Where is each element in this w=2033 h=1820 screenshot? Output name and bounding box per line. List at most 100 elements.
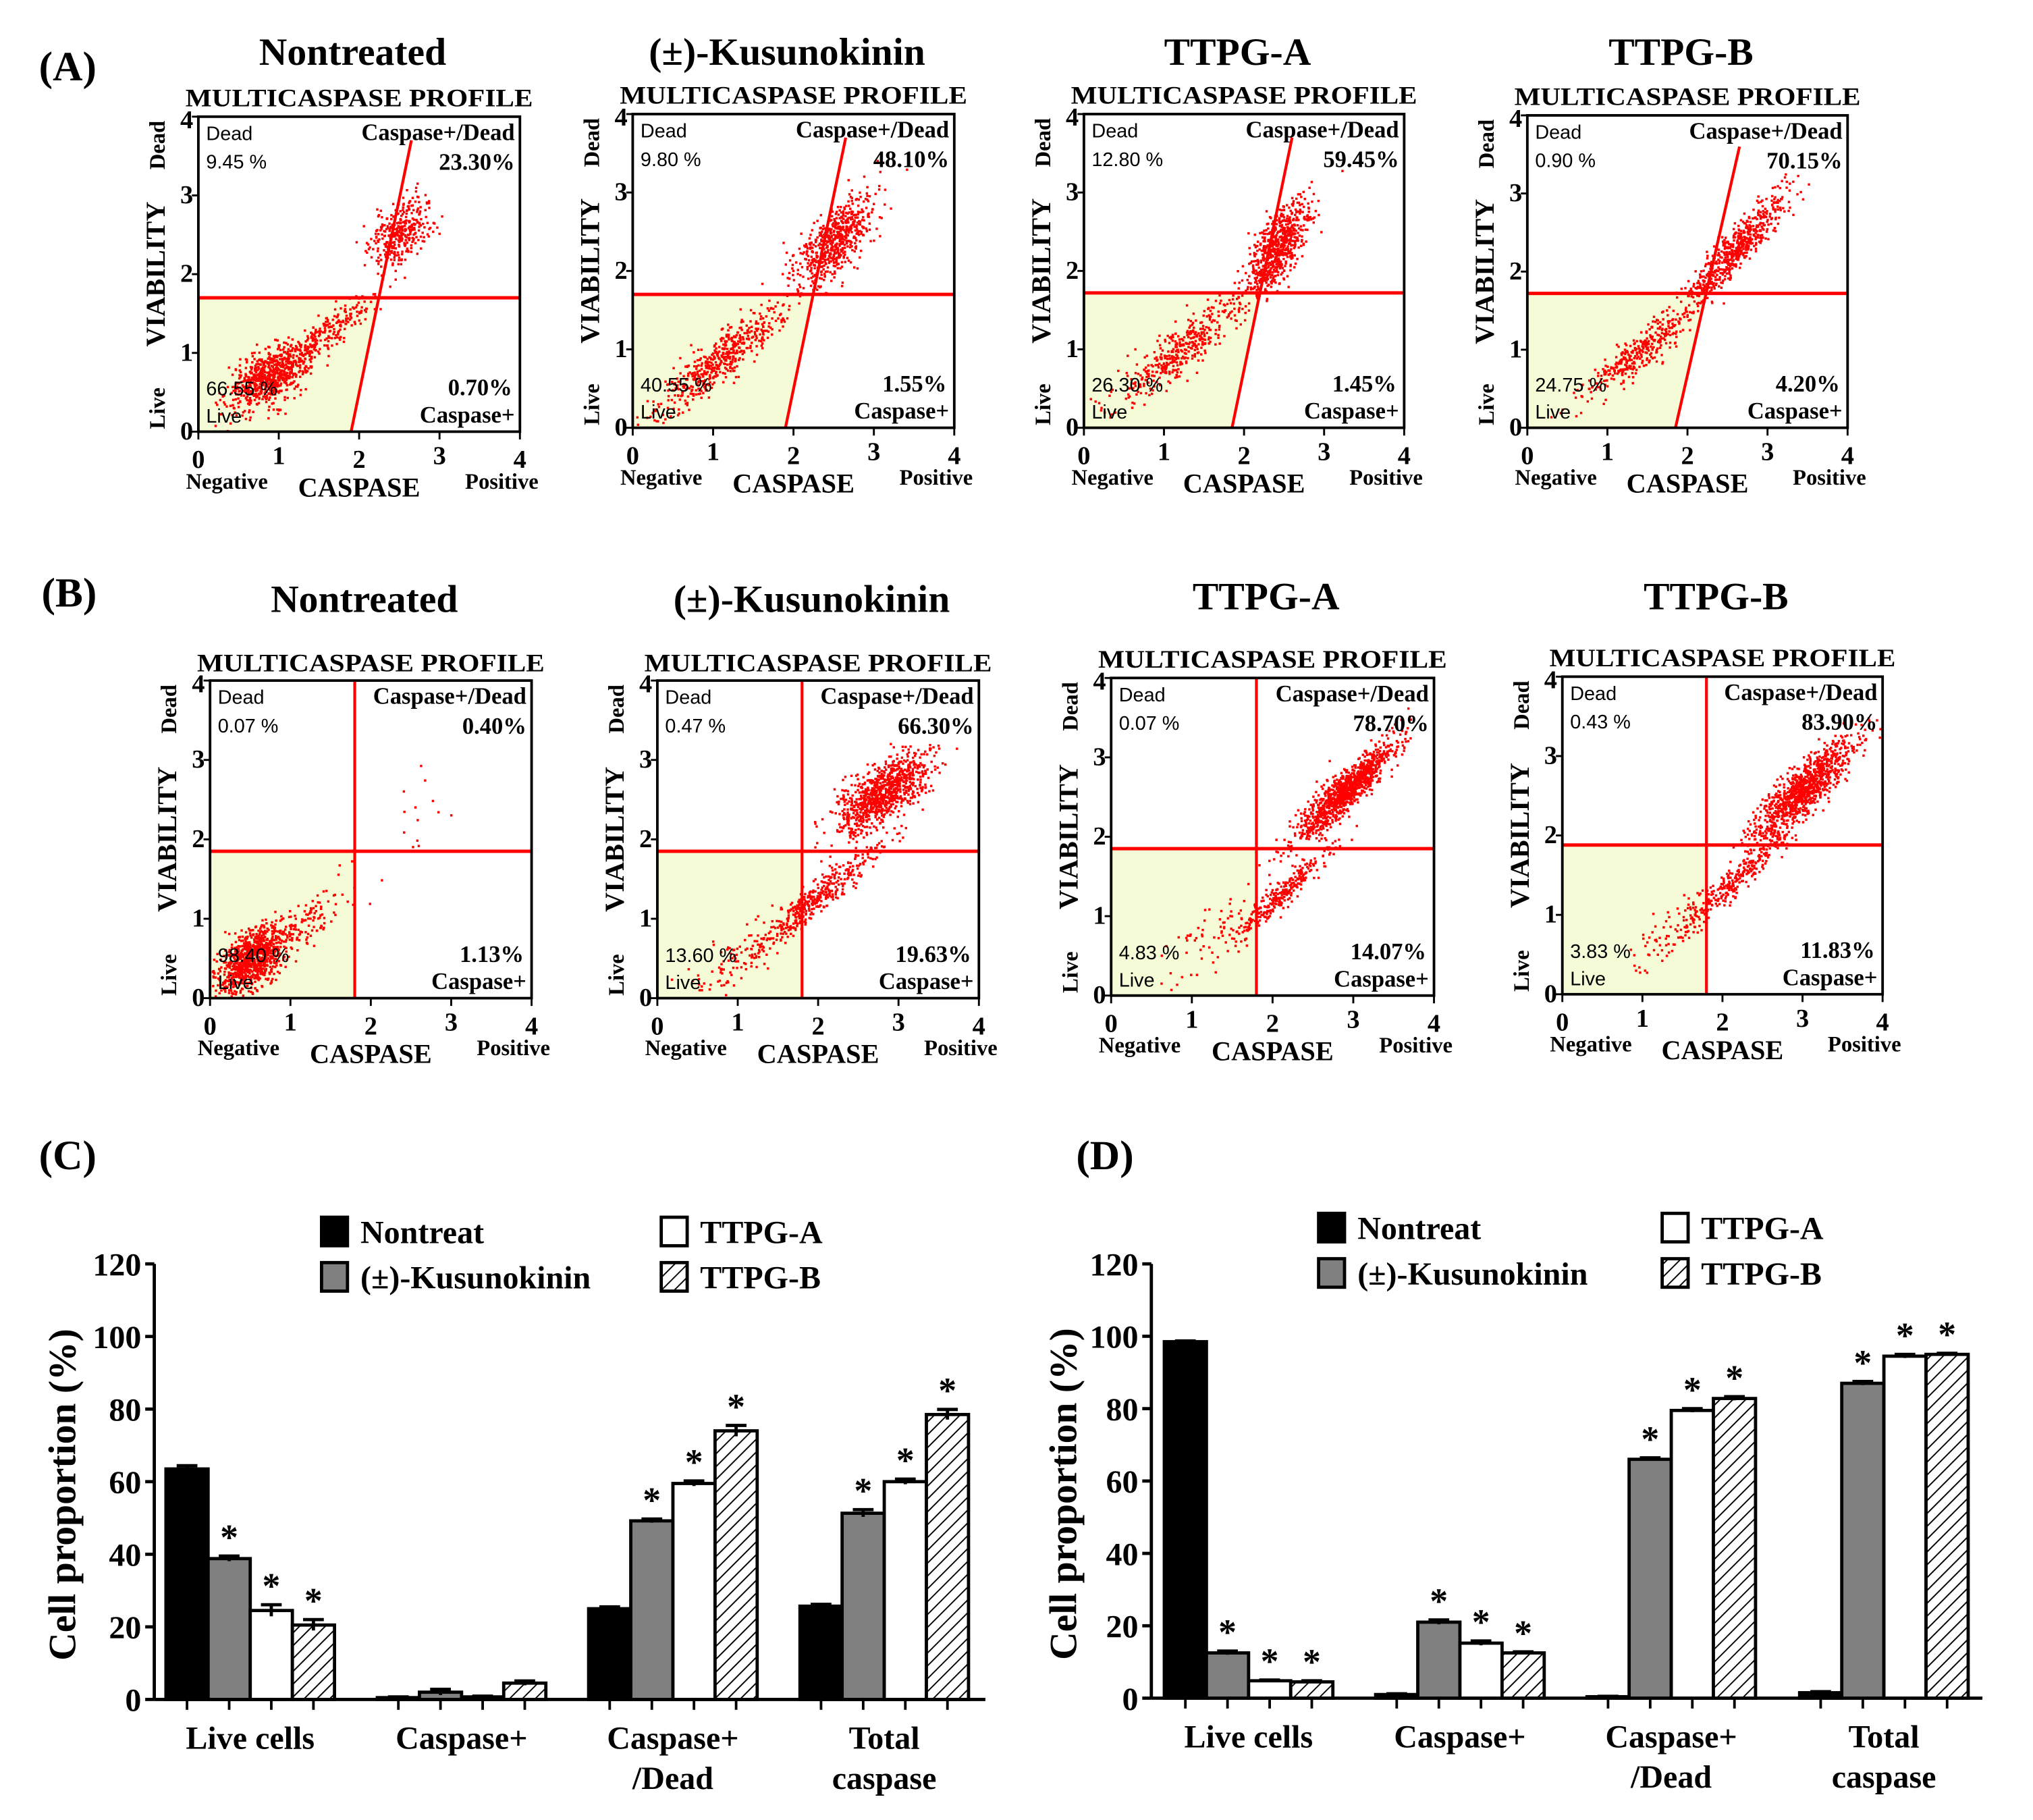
scatter-point (1763, 223, 1766, 227)
scatter-point (1262, 247, 1265, 250)
scatter-point (227, 366, 230, 369)
scatter-point (766, 336, 769, 340)
scatter-point (681, 391, 684, 394)
scatter-point (269, 965, 272, 969)
scatter-point (1622, 368, 1625, 371)
scatter-point (1247, 232, 1250, 235)
scatter-point (1729, 252, 1732, 256)
scatter-point (857, 213, 859, 216)
scatter-point (1628, 354, 1631, 357)
scatter-point (823, 264, 825, 267)
scatter-point (867, 200, 870, 203)
scatter-point (1731, 259, 1734, 263)
scatter-point (1294, 213, 1297, 217)
scatter-point (254, 948, 257, 952)
y-tick-label: 0 (1066, 413, 1079, 441)
scatter-point (859, 220, 862, 223)
scatter-point (410, 246, 413, 250)
scatter-point (1774, 210, 1777, 213)
scatter-point (1286, 252, 1289, 255)
scatter-point (331, 318, 335, 321)
scatter-point (349, 315, 352, 318)
scatter-point (246, 358, 248, 361)
scatter-point (317, 334, 321, 338)
scatter-point (374, 232, 377, 236)
scatter-point (1249, 286, 1253, 289)
scatter-point (311, 332, 314, 336)
quadrant-dead-value: 9.45 % (206, 152, 267, 173)
scatter-point (1205, 331, 1208, 335)
scatter-point (244, 373, 247, 375)
scatter-point (1297, 227, 1301, 230)
y-tick-label: 1 (1509, 336, 1522, 364)
scatter-point (751, 342, 753, 344)
scatter-point (1254, 278, 1257, 281)
scatter-point (1270, 273, 1272, 276)
quadrant-dead-label: Dead (1535, 122, 1581, 143)
scatter-point (755, 345, 758, 348)
scatter-point (700, 373, 703, 376)
scatter-point (1189, 330, 1192, 333)
scatter-point (823, 260, 826, 263)
scatter-point (1651, 357, 1654, 360)
scatter-point (1257, 279, 1261, 282)
scatter-point (280, 369, 283, 372)
scatter-point (1684, 309, 1687, 311)
scatter-point (274, 397, 277, 400)
scatter-point (304, 340, 307, 343)
scatter-point (1161, 349, 1164, 352)
scatter-point (300, 352, 303, 354)
scatter-point (288, 377, 290, 380)
scatter-point (1269, 271, 1272, 274)
scatter-point (1217, 315, 1220, 317)
scatter-point (1581, 383, 1584, 386)
scatter-point (404, 234, 407, 237)
scatter-point (246, 395, 249, 398)
scatter-point (409, 230, 412, 233)
scatter-point (865, 227, 867, 230)
scatter-point (845, 211, 848, 215)
scatter-point (1279, 265, 1282, 268)
scatter-point (799, 262, 802, 265)
scatter-point (1271, 254, 1274, 257)
scatter-point (1165, 361, 1168, 365)
scatter-point (865, 230, 869, 233)
scatter-point (373, 240, 376, 242)
scatter-point (1756, 199, 1759, 203)
scatter-point (1736, 252, 1739, 255)
scatter-point (1264, 279, 1266, 282)
scatter-point (335, 316, 338, 319)
scatter-point (835, 257, 838, 260)
scatter-point (1777, 208, 1780, 211)
scatter-point (1726, 267, 1729, 270)
scatter-point (1290, 235, 1293, 238)
scatter-point (1276, 260, 1279, 263)
scatter-point (265, 400, 268, 404)
scatter-point (1282, 257, 1285, 261)
y-axis-dead-label: Dead (146, 121, 170, 169)
scatter-point (807, 255, 810, 257)
scatter-point (1239, 323, 1243, 326)
scatter-point (860, 211, 863, 214)
scatter-point (268, 373, 271, 377)
scatter-point (1159, 356, 1162, 358)
scatter-point (408, 221, 411, 224)
scatter-point (818, 277, 821, 279)
scatter-point (1671, 322, 1674, 325)
scatter-point (411, 217, 414, 220)
scatter-point (1705, 273, 1708, 277)
scatter-point (728, 363, 732, 366)
scatter-point (1635, 357, 1639, 360)
scatter-point (352, 307, 356, 310)
scatter-point (299, 349, 302, 352)
scatter-point (1737, 224, 1740, 228)
scatter-point (836, 222, 840, 225)
scatter-point (1604, 398, 1607, 402)
scatter-point (1698, 294, 1700, 298)
scatter-point (1745, 255, 1747, 258)
scatter-point (408, 201, 410, 205)
scatter-point (865, 207, 868, 209)
scatter-point (827, 248, 830, 252)
scatter-point (1604, 365, 1607, 367)
y-tick-label: 2 (180, 260, 193, 288)
